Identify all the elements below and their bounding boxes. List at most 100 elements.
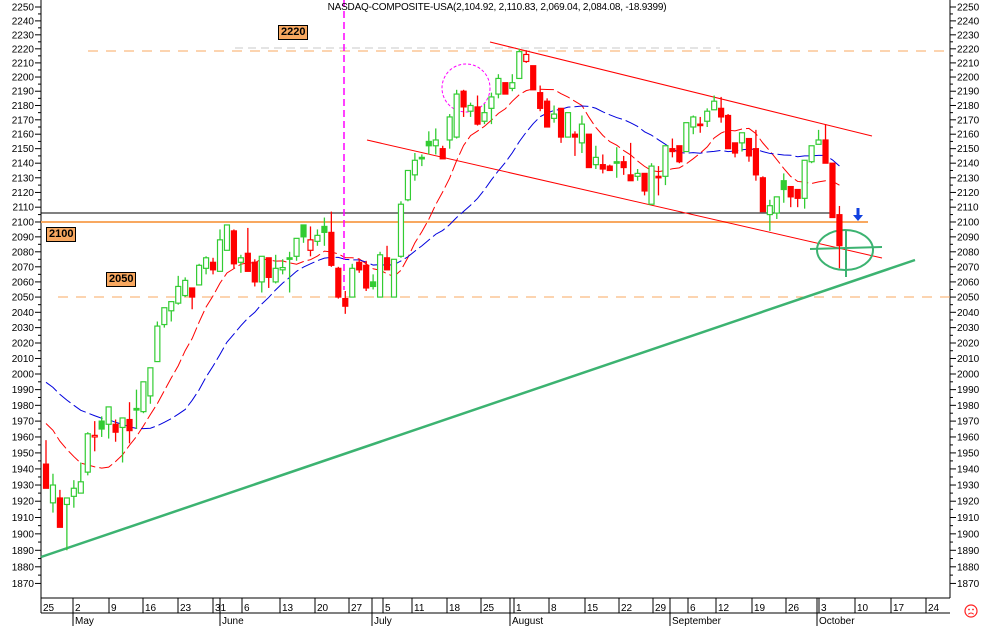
candle-body xyxy=(801,159,808,199)
candle-body xyxy=(307,239,314,251)
y-tick-label-right: 2200 xyxy=(957,73,980,84)
candle xyxy=(801,159,808,209)
sad-face-icon[interactable] xyxy=(964,604,978,618)
candle xyxy=(446,114,453,149)
candle xyxy=(356,259,363,273)
candle-body xyxy=(63,497,70,506)
y-tick-label-left: 1940 xyxy=(12,464,35,475)
candle-body xyxy=(578,123,586,144)
y-tick-label-left: 2230 xyxy=(12,30,35,41)
candle-body xyxy=(404,169,412,201)
candle-body xyxy=(321,225,328,233)
candle-body xyxy=(606,165,613,172)
candle-body xyxy=(77,481,84,494)
y-tick-label-left: 1920 xyxy=(12,497,35,508)
x-tick-label: 12 xyxy=(718,603,730,614)
x-tick-label: 26 xyxy=(788,603,800,614)
candle-body xyxy=(439,148,446,160)
y-tick-label-left: 2130 xyxy=(12,173,35,184)
candle-body xyxy=(300,224,307,238)
fast-moving-average-line xyxy=(45,88,840,469)
month-label: May xyxy=(75,616,94,626)
candle xyxy=(613,147,620,178)
candle xyxy=(620,155,627,175)
y-tick-label-left: 2100 xyxy=(12,217,35,228)
candle xyxy=(432,128,439,155)
y-tick-label-right: 1990 xyxy=(957,385,980,396)
candle-body xyxy=(140,381,147,413)
annotations xyxy=(40,0,916,559)
month-label: September xyxy=(672,616,722,626)
candle-body xyxy=(613,161,620,164)
candle xyxy=(697,116,704,133)
candle-body xyxy=(780,180,787,191)
candle-body xyxy=(669,148,676,153)
y-tick-label-right: 2040 xyxy=(957,308,980,319)
candle-body xyxy=(42,463,50,489)
candle xyxy=(161,307,168,328)
level-label-2100: 2100 xyxy=(46,227,77,242)
y-tick-label-left: 2190 xyxy=(12,87,35,98)
y-tick-label-left: 2210 xyxy=(12,58,35,69)
candle-body xyxy=(766,205,773,216)
candle-body xyxy=(161,307,168,326)
candle xyxy=(738,132,746,152)
candle-body xyxy=(488,96,495,109)
candle xyxy=(98,416,105,437)
y-tick-label-left: 1970 xyxy=(12,417,35,428)
candle-body xyxy=(564,112,572,138)
candle-body xyxy=(641,172,648,192)
candle-body xyxy=(230,230,238,265)
candle-body xyxy=(446,116,453,141)
candle-body xyxy=(411,159,418,176)
candle xyxy=(49,473,57,513)
candle xyxy=(411,153,418,181)
candle-body xyxy=(223,224,231,251)
x-tick-label: 29 xyxy=(655,603,667,614)
candle-body xyxy=(244,252,251,272)
candle xyxy=(606,164,613,172)
candle xyxy=(300,224,307,243)
y-tick-label-left: 2220 xyxy=(12,44,35,55)
candle xyxy=(168,301,175,322)
candle xyxy=(196,263,203,286)
x-tick-label: 23 xyxy=(180,603,192,614)
chart-title: NASDAQ-COMPOSITE-USA(2,104.92, 2,110.83,… xyxy=(327,2,667,13)
candle xyxy=(133,389,140,430)
y-tick-label-right: 1870 xyxy=(957,579,980,590)
candle-body xyxy=(98,420,105,430)
y-tick-label-left: 2080 xyxy=(12,247,35,258)
candle-body xyxy=(133,407,140,411)
candle-body xyxy=(676,145,683,163)
candle xyxy=(439,145,446,160)
candle-body xyxy=(627,174,634,182)
y-tick-label-right: 2020 xyxy=(957,339,980,350)
y-tick-label-right: 1900 xyxy=(957,529,980,540)
y-tick-label-right: 2010 xyxy=(957,354,980,365)
level-label-2050: 2050 xyxy=(106,272,137,287)
candle xyxy=(286,251,293,293)
candle xyxy=(822,124,829,164)
candle-body xyxy=(836,214,843,247)
candle xyxy=(383,245,391,271)
y-tick-label-left: 2200 xyxy=(12,73,35,84)
x-tick-label: 25 xyxy=(483,603,495,614)
y-tick-label-right: 2190 xyxy=(957,87,980,98)
x-tick-label: 11 xyxy=(414,603,425,614)
candle xyxy=(335,266,342,299)
y-tick-label-right: 1920 xyxy=(957,497,980,508)
candle xyxy=(634,169,641,181)
candle xyxy=(481,104,488,125)
y-tick-label-left: 2110 xyxy=(12,203,34,214)
y-tick-label-left: 1960 xyxy=(12,432,35,443)
candle xyxy=(244,227,251,272)
candle-body xyxy=(251,261,258,283)
x-tick-label: 6 xyxy=(244,603,250,614)
x-tick-label: 5 xyxy=(385,603,391,614)
candle-body xyxy=(432,139,439,147)
candle xyxy=(752,129,760,181)
candle-body xyxy=(718,107,725,118)
y-tick-label-left: 2070 xyxy=(12,262,35,273)
candle-body xyxy=(467,104,474,112)
x-tick-label: 27 xyxy=(351,603,363,614)
